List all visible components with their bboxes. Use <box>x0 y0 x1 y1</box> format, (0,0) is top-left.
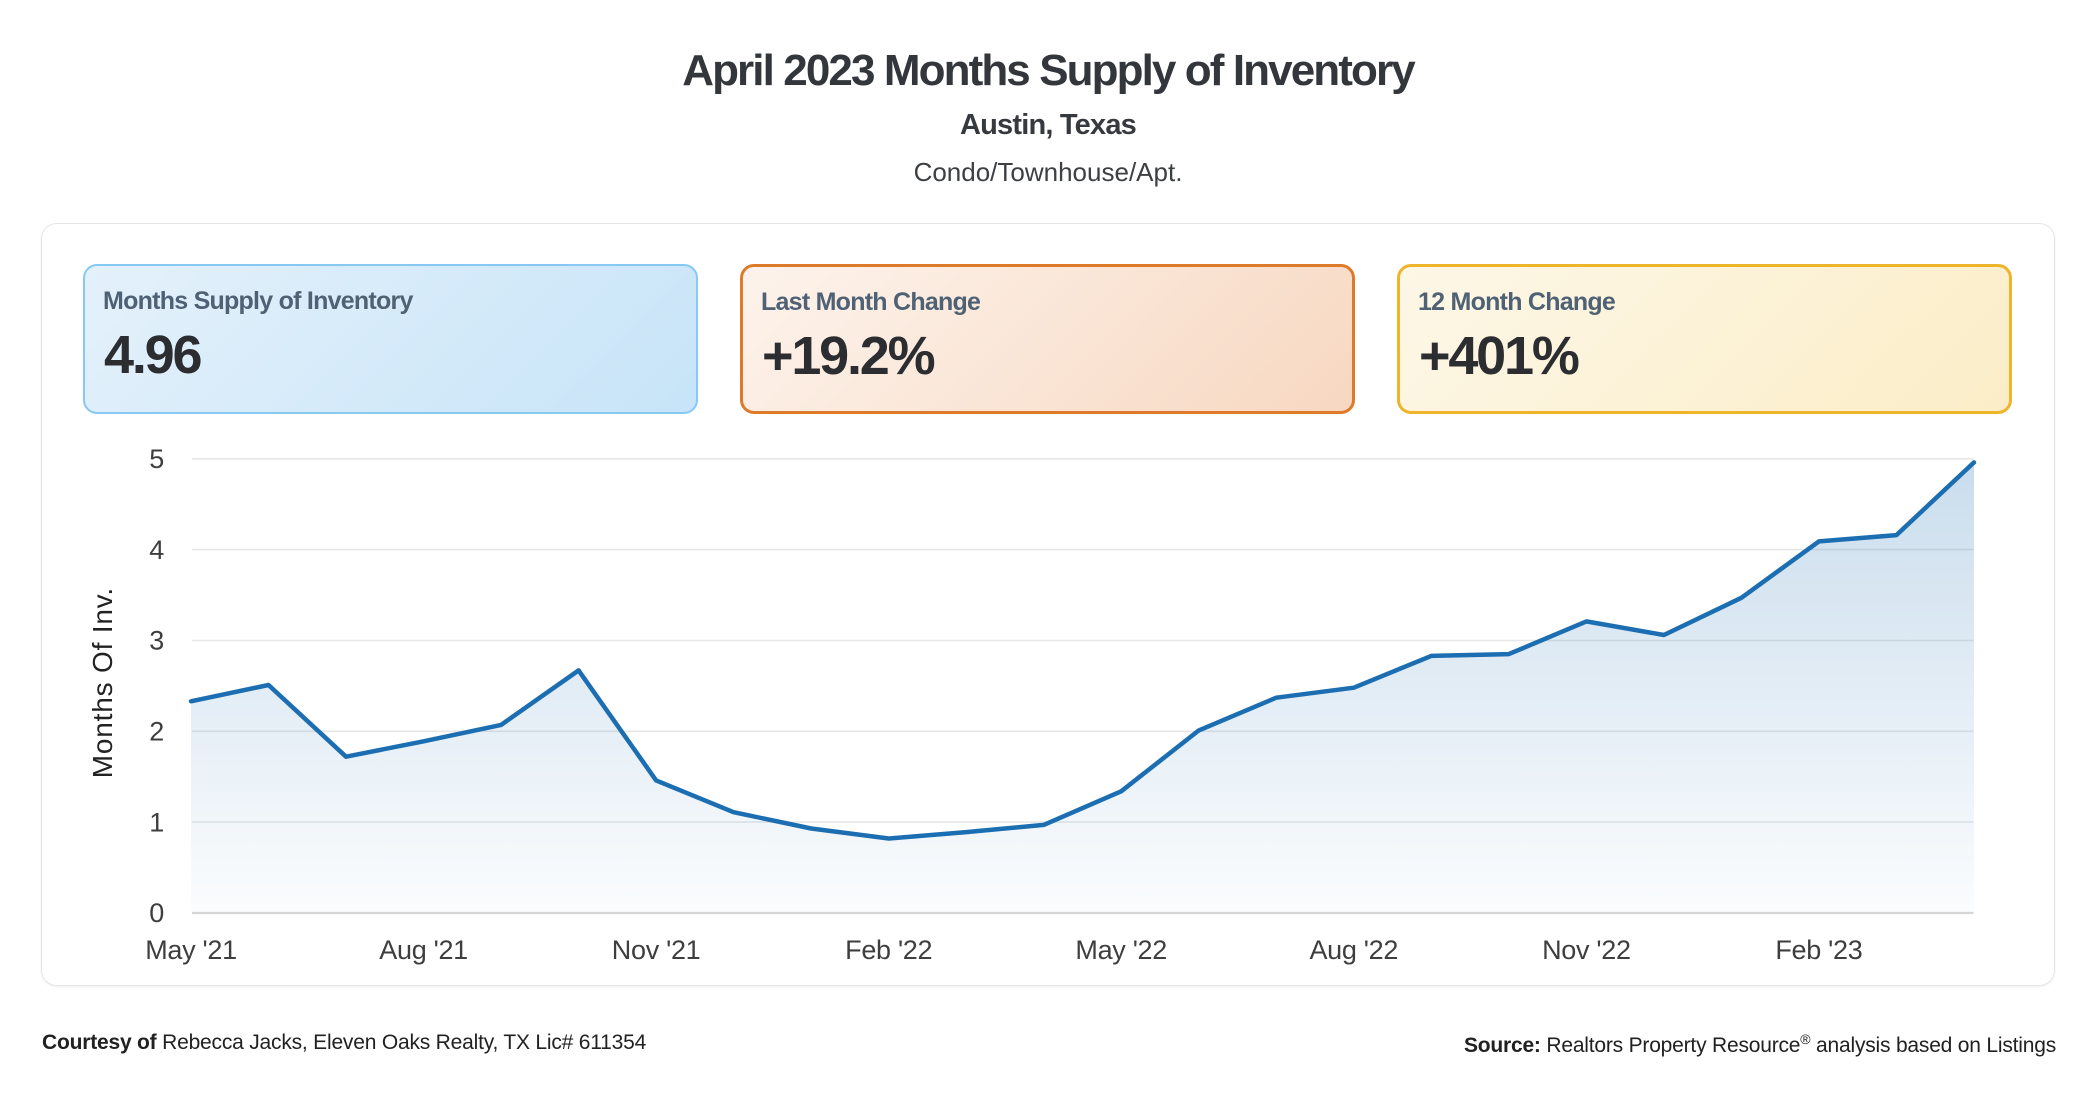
svg-text:0: 0 <box>149 898 164 928</box>
svg-text:Nov '21: Nov '21 <box>612 935 701 965</box>
svg-text:3: 3 <box>149 626 164 656</box>
svg-text:May '21: May '21 <box>145 935 237 965</box>
svg-text:Aug '21: Aug '21 <box>379 935 468 965</box>
svg-text:May '22: May '22 <box>1075 935 1167 965</box>
svg-text:5: 5 <box>149 444 164 474</box>
svg-text:1: 1 <box>149 807 164 837</box>
svg-text:Nov '22: Nov '22 <box>1542 935 1631 965</box>
svg-text:Feb '23: Feb '23 <box>1775 935 1862 965</box>
svg-text:Aug '22: Aug '22 <box>1309 935 1398 965</box>
svg-text:2: 2 <box>149 717 164 747</box>
svg-text:4: 4 <box>149 535 164 565</box>
svg-text:Feb '22: Feb '22 <box>845 935 932 965</box>
